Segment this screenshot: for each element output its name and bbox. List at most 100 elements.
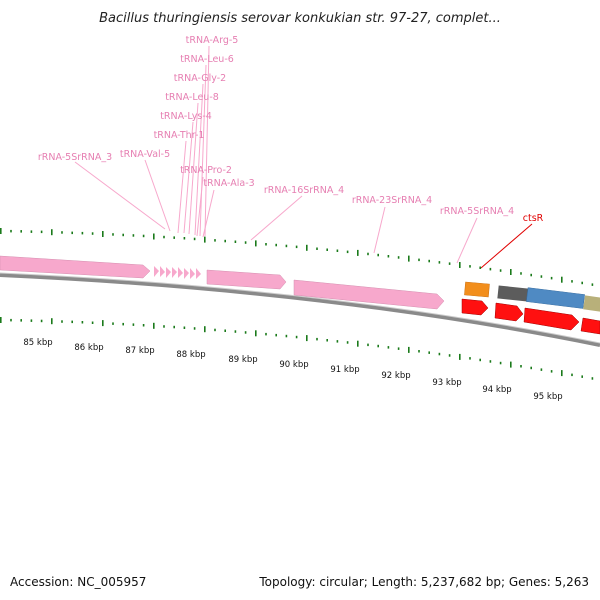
minor-tick xyxy=(224,329,226,332)
major-tick xyxy=(510,361,512,368)
major-tick xyxy=(51,318,53,325)
feature-red-gene-3[interactable] xyxy=(523,307,580,331)
feature-trna-cluster-7[interactable] xyxy=(190,268,195,279)
label-rrna-5srrna-4[interactable]: rRNA-5SrRNA_4 xyxy=(440,206,514,217)
minor-tick xyxy=(20,319,22,322)
minor-tick xyxy=(112,233,114,236)
position-label: 90 kbp xyxy=(279,360,308,370)
feature-dark-grey-gene[interactable] xyxy=(497,285,529,302)
major-tick xyxy=(0,317,2,323)
minor-tick xyxy=(540,275,543,278)
minor-tick xyxy=(20,230,22,233)
feature-rrna-16srrna-3[interactable] xyxy=(0,255,151,279)
label-trna-leu-8[interactable]: tRNA-Leu-8 xyxy=(165,92,219,103)
minor-tick xyxy=(183,237,186,240)
label-connectors xyxy=(74,45,533,269)
feature-trna-cluster-6[interactable] xyxy=(184,268,189,279)
minor-tick xyxy=(132,234,135,237)
label-rrna-23srrna-4[interactable]: rRNA-23SrRNA_4 xyxy=(352,195,432,206)
minor-tick xyxy=(91,321,94,324)
feature-trna-cluster-1[interactable] xyxy=(154,266,159,277)
label-trna-val-5[interactable]: tRNA-Val-5 xyxy=(120,149,170,160)
minor-tick xyxy=(438,261,441,264)
minor-tick xyxy=(397,347,400,350)
label-trna-leu-6[interactable]: tRNA-Leu-6 xyxy=(180,54,234,65)
major-tick xyxy=(153,322,155,329)
feature-khaki-gene[interactable] xyxy=(583,295,600,313)
minor-tick xyxy=(244,331,247,334)
major-tick xyxy=(459,262,461,268)
minor-tick xyxy=(163,235,165,239)
minor-tick xyxy=(122,233,124,237)
major-tick xyxy=(255,330,257,337)
minor-tick xyxy=(428,259,430,263)
minor-tick xyxy=(530,273,532,277)
minor-tick xyxy=(469,357,471,360)
minor-tick xyxy=(530,366,532,370)
feature-rrna-16srrna-4[interactable] xyxy=(206,269,287,290)
feature-red-gene-4[interactable] xyxy=(580,317,600,335)
minor-tick xyxy=(285,244,288,248)
label-trna-lys-4[interactable]: tRNA-Lys-4 xyxy=(160,111,212,122)
minor-tick xyxy=(346,250,349,254)
label-trna-pro-2[interactable]: tRNA-Pro-2 xyxy=(180,165,232,176)
minor-tick xyxy=(448,354,451,357)
feature-rrna-23srrna-4[interactable] xyxy=(293,279,445,310)
outer-tick-ring xyxy=(0,228,594,286)
connector-trna-arg-5 xyxy=(204,45,210,237)
minor-tick xyxy=(438,352,441,356)
label-trna-thr-1[interactable]: tRNA-Thr-1 xyxy=(154,130,205,141)
minor-tick xyxy=(275,333,277,337)
minor-tick xyxy=(418,350,420,353)
minor-tick xyxy=(40,319,43,323)
label-trna-ala-3[interactable]: tRNA-Ala-3 xyxy=(203,178,254,189)
feature-trna-cluster-2[interactable] xyxy=(160,266,165,277)
minor-tick xyxy=(418,258,420,262)
minor-tick xyxy=(193,237,196,241)
feature-orange-gene[interactable] xyxy=(464,281,490,298)
position-label: 85 kbp xyxy=(23,338,52,348)
minor-tick xyxy=(122,322,124,326)
minor-tick xyxy=(265,332,267,336)
minor-tick xyxy=(10,318,12,322)
minor-tick xyxy=(489,267,492,271)
label-rrna-5srrna-3[interactable]: rRNA-5SrRNA_3 xyxy=(38,152,112,163)
accession-label: Accession: NC_005957 xyxy=(10,575,146,589)
minor-tick xyxy=(142,324,145,327)
position-label: 91 kbp xyxy=(330,365,359,375)
feature-trna-cluster-5[interactable] xyxy=(178,267,183,278)
connector-rrna-5srrna-4 xyxy=(456,217,478,264)
feature-blue-gene[interactable] xyxy=(526,287,585,309)
feature-trna-cluster-3[interactable] xyxy=(166,267,171,278)
minor-tick xyxy=(81,231,84,235)
feature-trna-cluster-8[interactable] xyxy=(196,268,201,279)
backbone-arc xyxy=(0,273,600,347)
position-label: 94 kbp xyxy=(482,385,511,395)
minor-tick xyxy=(30,230,33,233)
minor-tick xyxy=(479,358,481,362)
minor-tick xyxy=(428,351,430,354)
connector-ctsr xyxy=(480,223,533,269)
minor-tick xyxy=(326,248,328,251)
minor-tick xyxy=(30,319,33,322)
major-tick xyxy=(408,346,410,353)
label-trna-arg-5[interactable]: tRNA-Arg-5 xyxy=(186,35,239,46)
minor-tick xyxy=(285,334,288,338)
minor-tick xyxy=(520,272,522,275)
major-tick xyxy=(459,353,461,360)
feature-trna-cluster-4[interactable] xyxy=(172,267,177,278)
minor-tick xyxy=(387,255,390,258)
minor-tick xyxy=(367,252,369,256)
minor-tick xyxy=(479,266,481,269)
position-label: 88 kbp xyxy=(176,350,205,360)
label-rrna-16srrna-4[interactable]: rRNA-16SrRNA_4 xyxy=(264,185,344,196)
feature-red-gene-2[interactable] xyxy=(494,302,524,322)
label-trna-gly-2[interactable]: tRNA-Gly-2 xyxy=(174,73,226,84)
major-tick xyxy=(510,269,512,275)
label-ctsr[interactable]: ctsR xyxy=(523,213,544,224)
position-label: 89 kbp xyxy=(228,355,257,365)
feature-ctsr[interactable] xyxy=(461,298,489,316)
connector-trna-leu-6 xyxy=(199,64,207,237)
reverse-strand-features xyxy=(461,298,600,335)
